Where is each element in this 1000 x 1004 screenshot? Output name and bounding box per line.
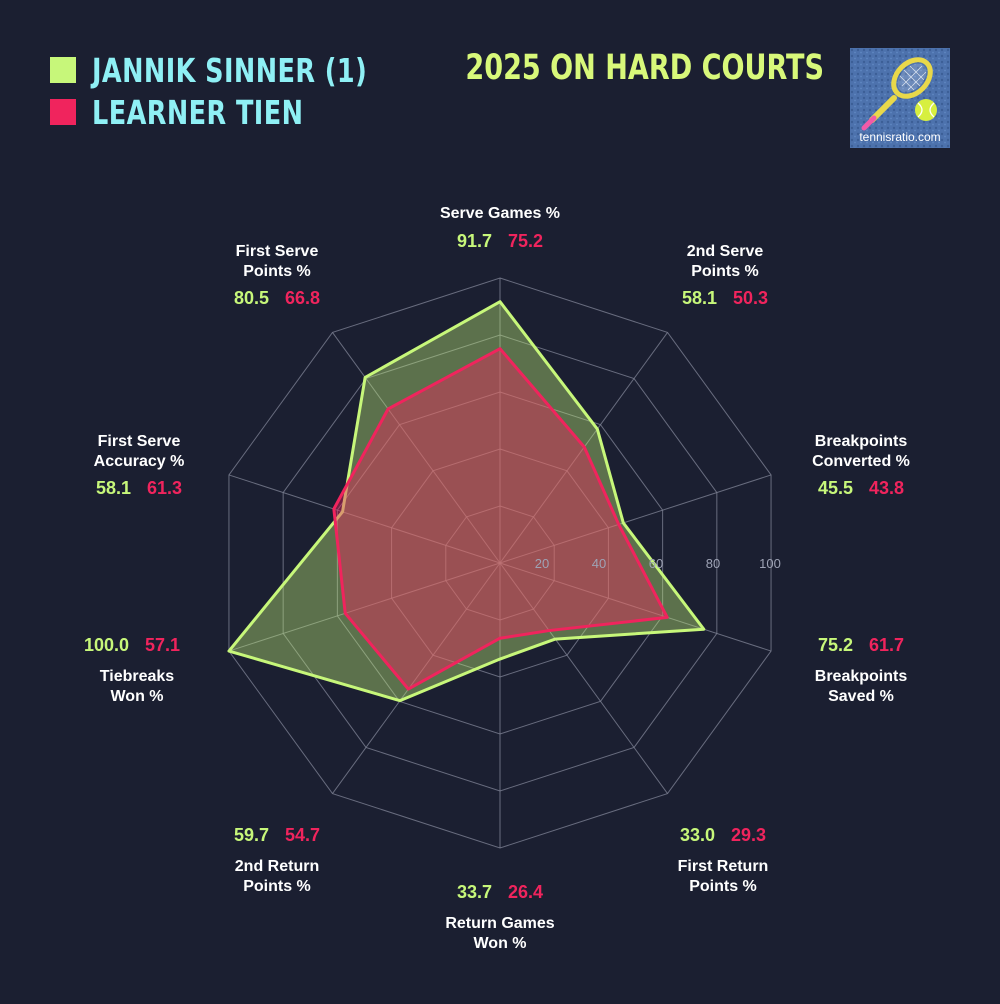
logo-text: tennisratio.com: [859, 130, 941, 144]
r-tick-label: 20: [535, 556, 549, 571]
axis-label-group: Tiebreaks Won % 100.0 57.1: [84, 635, 180, 705]
axis-name-line1: 2nd Serve: [687, 243, 764, 260]
axis-name-line2: Points %: [691, 263, 759, 280]
axis-name-line2: Points %: [243, 878, 311, 895]
series-sinner-polygon: [227, 300, 706, 703]
site-logo[interactable]: tennisratio.com: [850, 48, 950, 148]
value-label-sinner: 33.7: [457, 882, 492, 902]
axis-name-line2: Saved %: [828, 688, 894, 705]
axis-label-group: Breakpoints Saved % 75.2 61.7: [815, 635, 908, 705]
value-label-tien: 26.4: [508, 882, 543, 902]
value-label-sinner: 100.0: [84, 635, 129, 655]
grid-spoke-9: [332, 332, 501, 564]
radar-series: [227, 300, 706, 703]
legend-swatch-sinner: [50, 57, 76, 83]
axis-label-group: 2nd Serve Points % 58.1 50.3: [682, 243, 768, 308]
legend-item-sinner: JANNIK SINNER (1): [50, 50, 412, 90]
axis-name-line1: Tiebreaks: [100, 668, 175, 685]
value-label-tien: 66.8: [285, 288, 320, 308]
chart-title: 2025 ON HARD COURTS: [465, 48, 824, 88]
axis-name-line2: Converted %: [812, 453, 910, 470]
value-label-tien: 29.3: [731, 825, 766, 845]
value-label-tien: 57.1: [145, 635, 180, 655]
axis-label-group: Breakpoints Converted % 45.5 43.8: [812, 433, 910, 498]
value-label-sinner: 58.1: [682, 288, 717, 308]
value-label-sinner: 75.2: [818, 635, 853, 655]
r-tick-label: 80: [706, 556, 720, 571]
tennis-racket-ball-icon: [850, 48, 950, 148]
axis-name-line1: Return Games: [445, 915, 554, 932]
axis-name-line2: Won %: [473, 935, 526, 952]
grid-spoke-6: [332, 562, 501, 794]
value-label-tien: 43.8: [869, 478, 904, 498]
r-tick-label: 100: [759, 556, 781, 571]
value-label-tien: 61.7: [869, 635, 904, 655]
axis-name-line2: Accuracy %: [94, 453, 185, 470]
axis-labels: Serve Games % 91.7 75.2 2nd Serve Points % 58…: [84, 205, 910, 952]
legend-label-sinner: JANNIK SINNER (1): [92, 50, 368, 90]
axis-label-group: First Return Points % 33.0 29.3: [678, 825, 769, 895]
value-label-tien: 61.3: [147, 478, 182, 498]
value-label-tien: 50.3: [733, 288, 768, 308]
axis-name-line2: Won %: [110, 688, 163, 705]
value-label-sinner: 33.0: [680, 825, 715, 845]
axis-name-line2: Points %: [243, 263, 311, 280]
radial-tick-labels: 20 40 60 80 100: [535, 556, 781, 571]
axis-name-line1: 2nd Return: [235, 858, 319, 875]
legend: JANNIK SINNER (1) LEARNER TIEN: [50, 50, 412, 134]
axis-label-group: 2nd Return Points % 59.7 54.7: [234, 825, 320, 895]
axis-name-line2: Points %: [689, 878, 757, 895]
value-label-sinner: 80.5: [234, 288, 269, 308]
value-label-tien: 54.7: [285, 825, 320, 845]
axis-name-line1: First Serve: [98, 433, 181, 450]
axis-name-line1: First Return: [678, 858, 769, 875]
grid-spoke-3: [499, 562, 772, 652]
r-tick-label: 40: [592, 556, 606, 571]
axis-name-line1: First Serve: [236, 243, 319, 260]
value-label-sinner: 45.5: [818, 478, 853, 498]
value-label-sinner: 91.7: [457, 231, 492, 251]
value-label-sinner: 58.1: [96, 478, 131, 498]
value-label-tien: 75.2: [508, 231, 543, 251]
legend-label-tien: LEARNER TIEN: [92, 92, 304, 132]
axis-label-group: Return Games Won % 33.7 26.4: [445, 882, 554, 952]
axis-label-group: Serve Games % 91.7 75.2: [440, 205, 560, 251]
value-label-sinner: 59.7: [234, 825, 269, 845]
axis-name-line1: Breakpoints: [815, 668, 908, 685]
axis-name-line1: Breakpoints: [815, 433, 908, 450]
grid-spoke-4: [499, 562, 668, 794]
grid-spoke-8: [228, 474, 501, 564]
r-tick-label: 60: [649, 556, 663, 571]
axis-label-group: First Serve Points % 80.5 66.8: [234, 243, 320, 308]
axis-name-line1: Serve Games %: [440, 205, 560, 222]
grid-spoke-7: [228, 562, 501, 652]
axis-label-group: First Serve Accuracy % 58.1 61.3: [94, 433, 185, 498]
radar-grid: [228, 277, 772, 849]
legend-swatch-tien: [50, 99, 76, 125]
legend-item-tien: LEARNER TIEN: [50, 92, 412, 132]
series-tien-polygon: [332, 347, 669, 691]
grid-spoke-2: [499, 474, 772, 564]
